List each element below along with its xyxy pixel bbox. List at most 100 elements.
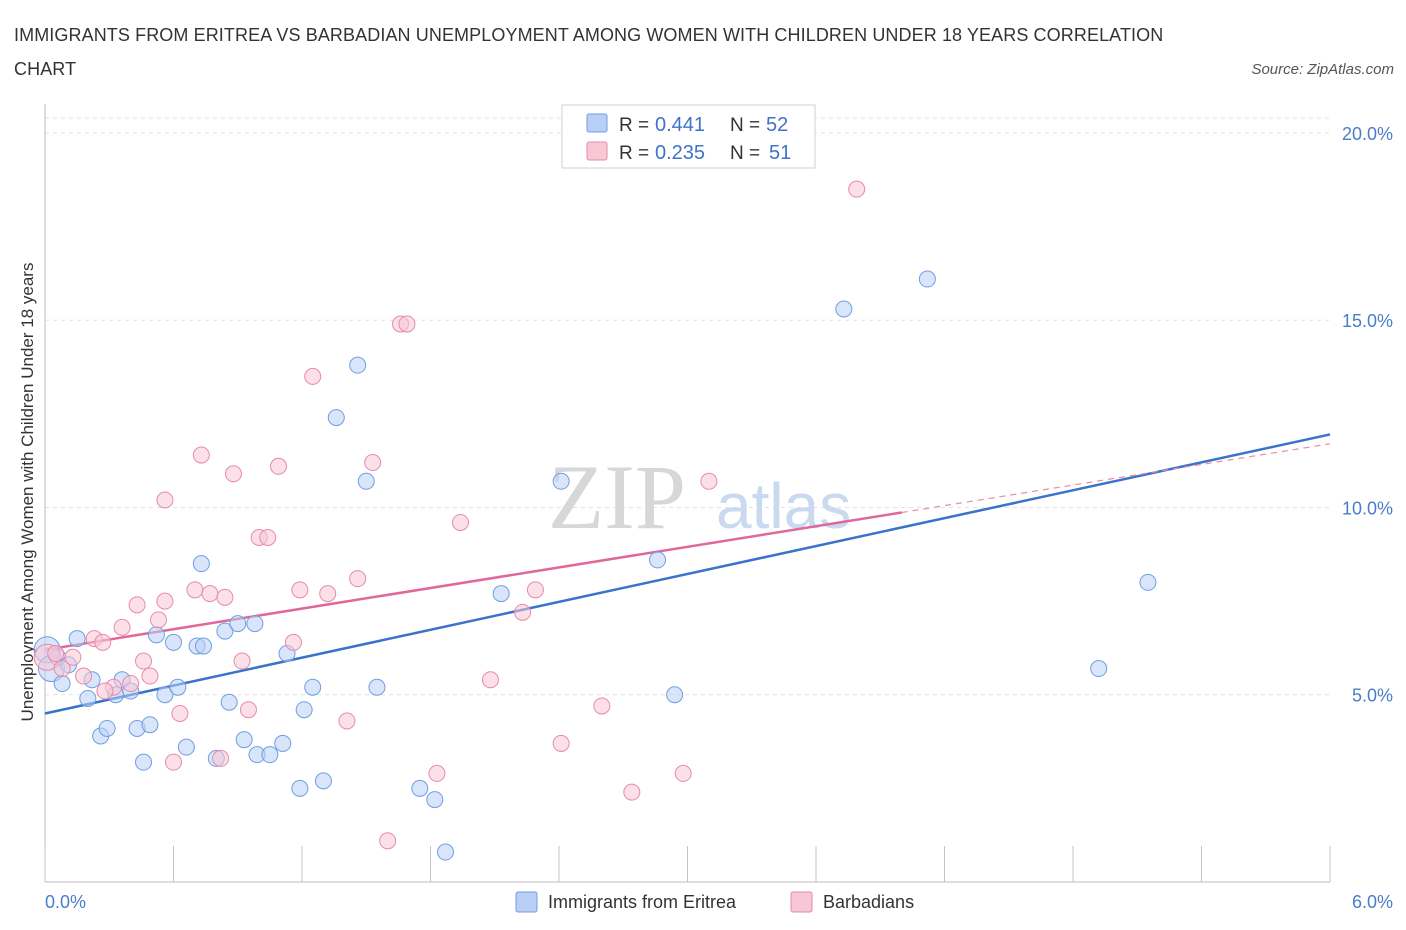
barbadian-point: [526, 581, 544, 599]
trend-line-0: [44, 433, 1331, 715]
eritrea-point: [147, 626, 165, 644]
legend-n-value-barbadians: 51: [769, 142, 791, 164]
eritrea-point: [156, 686, 174, 704]
barbadian-point: [700, 472, 718, 490]
eritrea-point: [436, 843, 454, 861]
barbadian-point: [338, 712, 356, 730]
bottom-legend-label-barbadians: Barbadians: [823, 892, 914, 912]
barbadian-point: [122, 675, 140, 693]
barbadian-point: [259, 528, 277, 546]
legend-swatch-eritrea: [586, 113, 608, 133]
eritrea-point: [169, 678, 187, 696]
legend-r-label: R =: [619, 115, 649, 136]
eritrea-point: [274, 734, 292, 752]
eritrea-point: [1139, 573, 1157, 591]
barbadian-point: [379, 832, 397, 850]
eritrea-point: [291, 779, 309, 797]
x-tick-label-min: 0.0%: [45, 892, 86, 912]
legend-n-label: N =: [730, 143, 760, 164]
bottom-legend: Immigrants from Eritrea Barbadians: [515, 891, 914, 913]
eritrea-point: [426, 791, 444, 809]
barbadian-point: [623, 783, 641, 801]
barbadian-point: [53, 660, 71, 678]
eritrea-point: [235, 731, 253, 749]
legend-box: R = 0.441 N = 52 R = 0.235 N = 51: [561, 104, 816, 169]
eritrea-point: [229, 615, 247, 633]
bottom-legend-label-eritrea: Immigrants from Eritrea: [548, 892, 737, 912]
barbadian-point: [284, 633, 302, 651]
eritrea-point: [165, 633, 182, 651]
eritrea-point: [135, 753, 153, 771]
barbadian-point: [150, 611, 168, 629]
x-tick-label-max: 6.0%: [1352, 892, 1393, 912]
barbadian-point: [481, 671, 499, 689]
legend-swatch-barbadians: [586, 141, 608, 161]
y-tick-label: 20.0%: [1342, 124, 1393, 144]
legend-n-value-eritrea: 52: [766, 114, 788, 136]
legend-n-label: N =: [730, 115, 760, 136]
barbadian-point: [239, 701, 257, 719]
barbadian-point: [552, 734, 570, 752]
eritrea-point: [216, 622, 234, 640]
barbadian-point: [186, 581, 204, 599]
eritrea-point: [295, 701, 313, 719]
barbadian-point: [593, 697, 611, 715]
y-tick-label: 10.0%: [1342, 498, 1393, 518]
barbadian-point: [128, 596, 146, 614]
eritrea-point: [327, 409, 345, 427]
eritrea-point: [98, 719, 116, 737]
eritrea-point: [349, 356, 367, 374]
barbadian-point: [224, 465, 242, 483]
eritrea-point: [649, 551, 667, 569]
eritrea-point: [246, 615, 264, 633]
barbadian-point: [349, 570, 367, 588]
barbadian-point: [451, 513, 469, 531]
eritrea-point: [141, 716, 159, 734]
barbadian-point: [319, 585, 337, 603]
barbadian-point: [291, 581, 309, 599]
gridlines: [45, 117, 1330, 696]
eritrea-point: [314, 772, 332, 790]
eritrea-point: [261, 746, 279, 764]
barbadian-point: [156, 491, 174, 509]
barbadian-point: [848, 180, 866, 198]
eritrea-point: [918, 270, 936, 288]
eritrea-point: [192, 555, 210, 573]
barbadian-point: [304, 367, 322, 385]
barbadian-point: [201, 585, 219, 603]
eritrea-point: [304, 678, 322, 696]
trend-line-extension-1: [901, 443, 1331, 514]
bottom-legend-swatch-barbadians: [790, 891, 813, 913]
barbadian-point: [364, 454, 382, 472]
eritrea-point: [835, 300, 853, 318]
barbadian-point: [514, 603, 532, 621]
eritrea-point: [177, 738, 195, 756]
barbadian-point: [113, 618, 131, 636]
data-points: [33, 180, 1157, 861]
legend-r-value-eritrea: 0.441: [655, 114, 705, 136]
barbadian-point: [94, 633, 112, 651]
barbadian-point: [165, 753, 182, 771]
eritrea-point: [220, 693, 238, 711]
eritrea-point: [1090, 660, 1108, 678]
barbadian-point: [192, 446, 210, 464]
eritrea-point: [492, 585, 510, 603]
eritrea-point: [79, 689, 97, 707]
axes: [44, 104, 1331, 883]
barbadian-point: [233, 652, 251, 670]
trend-line-1: [44, 511, 902, 652]
barbadian-point: [216, 588, 234, 606]
barbadian-point: [212, 749, 230, 767]
barbadian-point: [156, 592, 174, 610]
y-tick-labels: 5.0% 10.0% 15.0% 20.0%: [1342, 124, 1393, 706]
legend-r-value-barbadians: 0.235: [655, 142, 705, 164]
barbadian-point: [135, 652, 153, 670]
eritrea-point: [53, 675, 71, 693]
barbadian-point: [141, 667, 159, 685]
watermark-zip: ZIP: [548, 446, 686, 548]
chart-title: IMMIGRANTS FROM ERITREA VS BARBADIAN UNE…: [14, 25, 1164, 79]
barbadian-point: [171, 704, 189, 722]
eritrea-point: [411, 779, 429, 797]
barbadian-point: [64, 648, 82, 666]
